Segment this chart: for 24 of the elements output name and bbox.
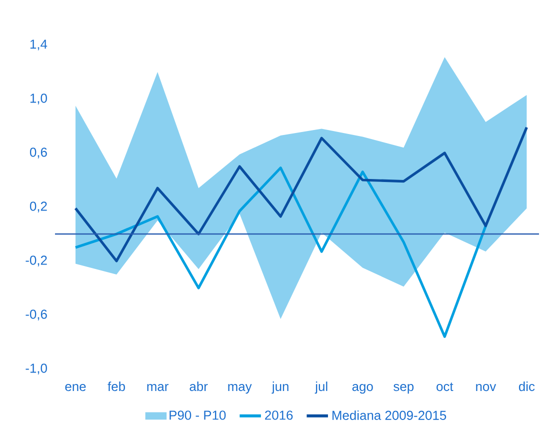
y-tick-label: 1,4 (30, 40, 48, 50)
y-tick-label: -0,2 (26, 256, 47, 266)
x-tick-label: may (228, 384, 252, 394)
x-tick-label: nov (476, 384, 496, 392)
y-tick-label: -0,6 (26, 310, 47, 320)
line-series (74, 166, 487, 338)
x-tick-label: mar (147, 384, 168, 392)
x-tick-label: abr (190, 382, 208, 392)
x-tick-label: ene (65, 384, 86, 392)
x-tick-label: jul (314, 382, 328, 394)
legend-label: 2016 (265, 410, 293, 420)
x-tick-label: dic (518, 382, 535, 392)
x-tick-label: ago (352, 384, 373, 394)
x-tick-label: sep (394, 384, 414, 394)
legend-label: Mediana 2009-2015 (332, 410, 446, 420)
y-tick-label: -1,0 (26, 364, 47, 374)
x-tick-label: oct (436, 382, 454, 392)
line-series (74, 126, 528, 262)
x-tick-label: jun (272, 382, 288, 394)
y-tick-label: 0,6 (30, 148, 47, 158)
legend-label: P90 - P10 (170, 410, 226, 420)
y-tick-label: 0,2 (30, 202, 47, 212)
x-tick-label: feb (108, 382, 125, 392)
y-tick-label: 1,0 (30, 94, 47, 104)
